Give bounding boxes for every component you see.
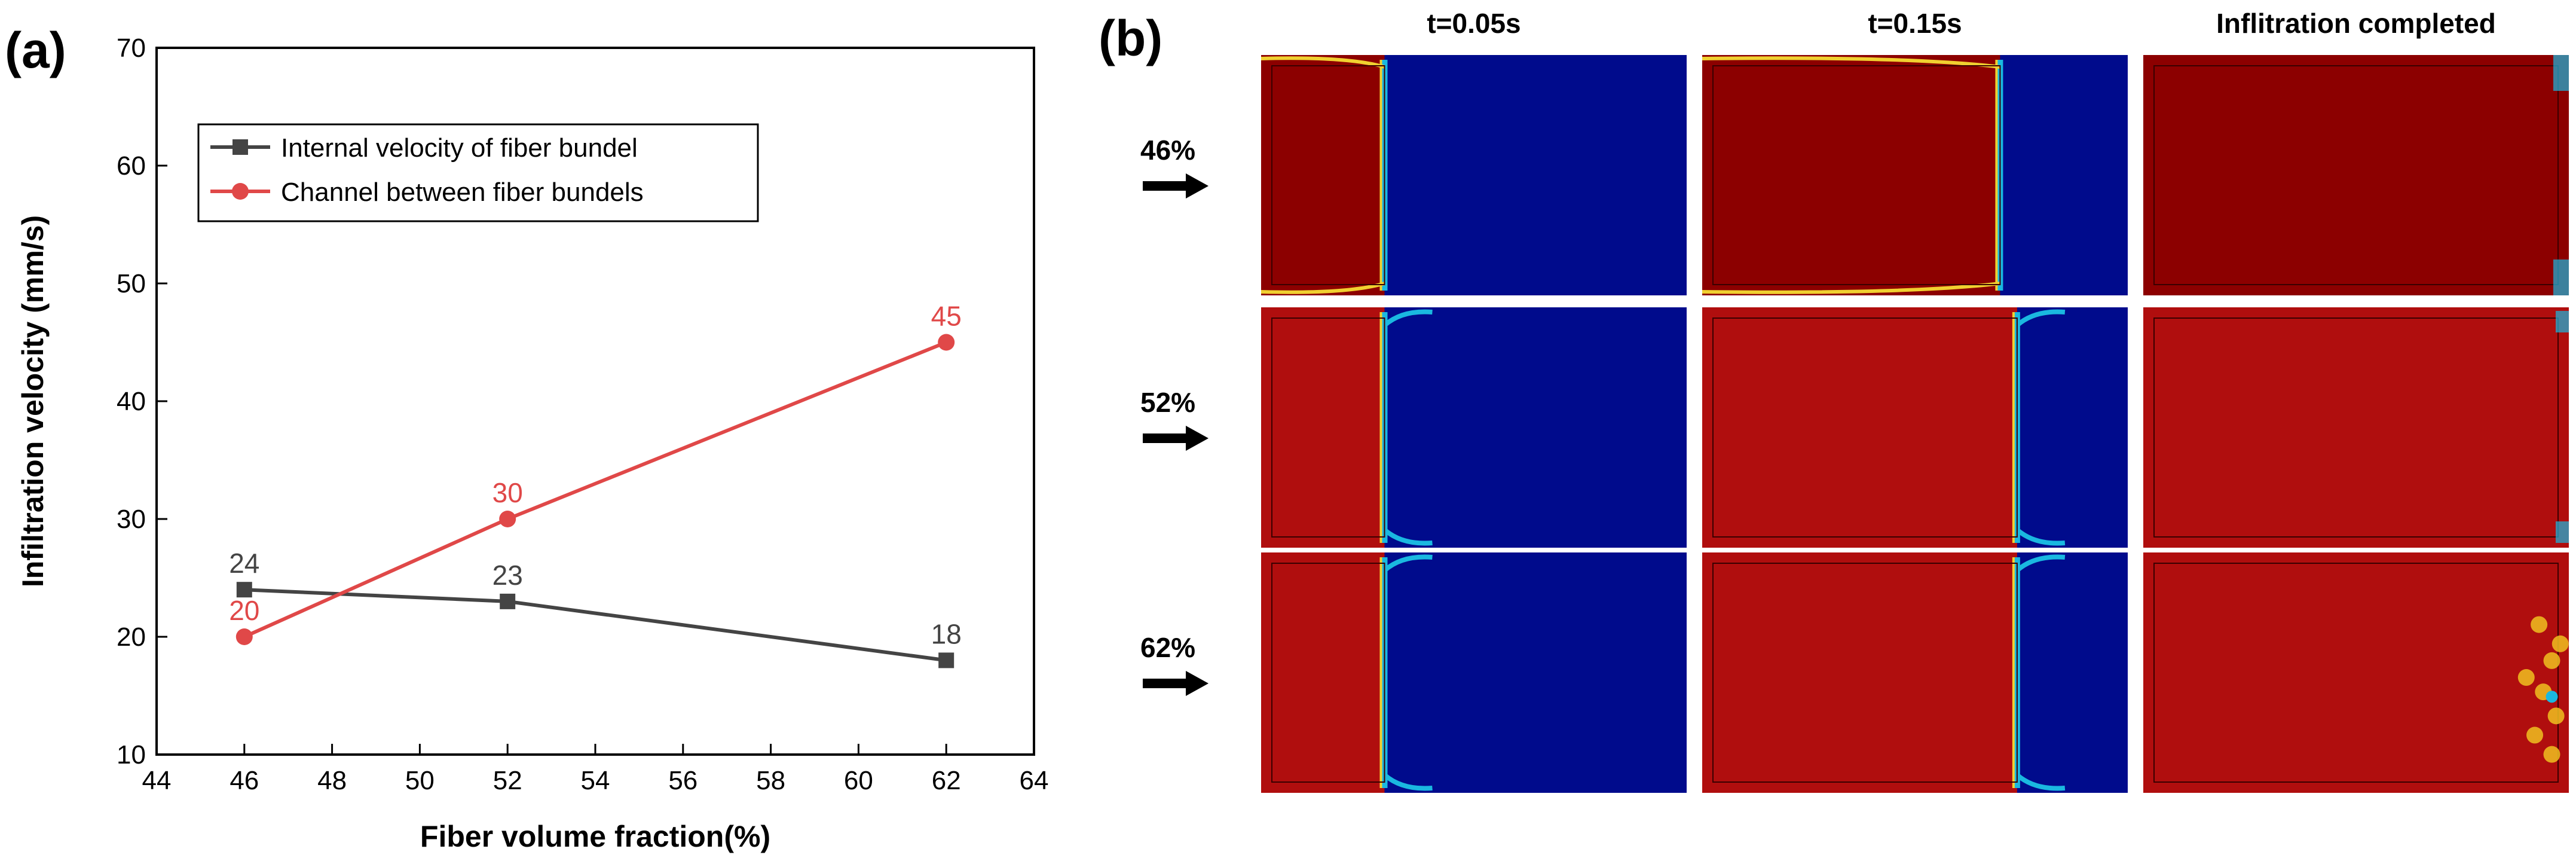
x-tick-label-48: 48	[317, 766, 347, 795]
series-0-label-0: 24	[229, 548, 259, 579]
series-0-point-1	[500, 593, 516, 609]
series-1-point-1	[499, 511, 516, 527]
x-tick-label-56: 56	[668, 766, 697, 795]
sim-cell-r0-c2	[2143, 55, 2569, 295]
series-0-point-2	[938, 652, 954, 668]
y-tick-label-40: 40	[117, 387, 146, 416]
y-tick-label-60: 60	[117, 151, 146, 181]
sim-cell-r2-c1	[1702, 552, 2128, 793]
series-1-point-0	[235, 628, 253, 645]
column-header-1: t=0.15s	[1868, 8, 1962, 39]
x-tick-label-58: 58	[756, 766, 785, 795]
series-0-point-0	[236, 582, 252, 598]
series-1-label-2: 45	[931, 301, 962, 332]
y-tick-label-70: 70	[117, 33, 146, 63]
legend-marker-1	[232, 139, 248, 155]
x-axis-ticks: 44 46 48 50 52 54 56 58 60 62 64	[142, 744, 1049, 795]
x-tick-label-46: 46	[230, 766, 259, 795]
panel-b-label: (b)	[1099, 10, 1163, 66]
x-tick-label-50: 50	[405, 766, 435, 795]
sim-cell-r2-c0	[1261, 552, 1687, 793]
legend-box	[197, 123, 759, 222]
x-tick-label-54: 54	[581, 766, 610, 795]
x-tick-label-44: 44	[142, 766, 172, 795]
arrow-icon	[1143, 426, 1209, 451]
series-0-label-1: 23	[492, 560, 523, 591]
y-axis-ticks: 10 20 30 40 50 60 70	[117, 33, 167, 770]
series-1-point-2	[938, 334, 955, 351]
sim-cell-r2-c2	[2143, 552, 2569, 793]
y-axis-title: Infiltration velocity (mm/s)	[16, 215, 50, 587]
sim-cell-r1-c1	[1702, 307, 2128, 548]
x-tick-label-60: 60	[844, 766, 873, 795]
y-tick-label-10: 10	[117, 740, 146, 770]
y-tick-label-30: 30	[117, 505, 146, 534]
series-1-label-1: 30	[492, 477, 523, 508]
y-tick-label-50: 50	[117, 269, 146, 298]
legend-label-1: Internal velocity of fiber bundel	[281, 133, 638, 163]
row-label-2: 62%	[1140, 632, 1196, 663]
sim-cell-r1-c0	[1261, 307, 1687, 548]
sim-cell-r0-c1	[1702, 55, 2128, 295]
column-header-0: t=0.05s	[1427, 8, 1521, 39]
legend-label-2: Channel between fiber bundels	[281, 178, 644, 207]
series-layer: 24 23 18 20 30 45	[229, 301, 962, 668]
series-line-0	[244, 588, 947, 662]
column-header-2: Inflitration completed	[2216, 8, 2496, 39]
arrow-icon	[1143, 671, 1209, 696]
arrow-icon	[1143, 173, 1209, 199]
series-0-label-2: 18	[931, 618, 962, 649]
x-axis-title: Fiber volume fraction(%)	[420, 820, 770, 853]
sim-cell-r1-c2	[2143, 307, 2569, 548]
legend: Internal velocity of fiber bundel Channe…	[197, 123, 759, 222]
panel-a-label: (a)	[5, 22, 66, 78]
sim-cell-r0-c0	[1261, 55, 1687, 295]
series-1-label-0: 20	[229, 595, 259, 626]
y-tick-label-20: 20	[117, 622, 146, 652]
x-tick-label-64: 64	[1020, 766, 1049, 795]
x-tick-label-62: 62	[932, 766, 961, 795]
line-chart: 44 46 48 50 52 54 56 58 60 62 64 10 20 30 40 50 60 70 Fi…	[16, 33, 1049, 853]
legend-marker-2	[232, 183, 249, 200]
x-tick-label-52: 52	[493, 766, 522, 795]
row-label-0: 46%	[1140, 135, 1196, 166]
row-label-1: 52%	[1140, 387, 1196, 418]
